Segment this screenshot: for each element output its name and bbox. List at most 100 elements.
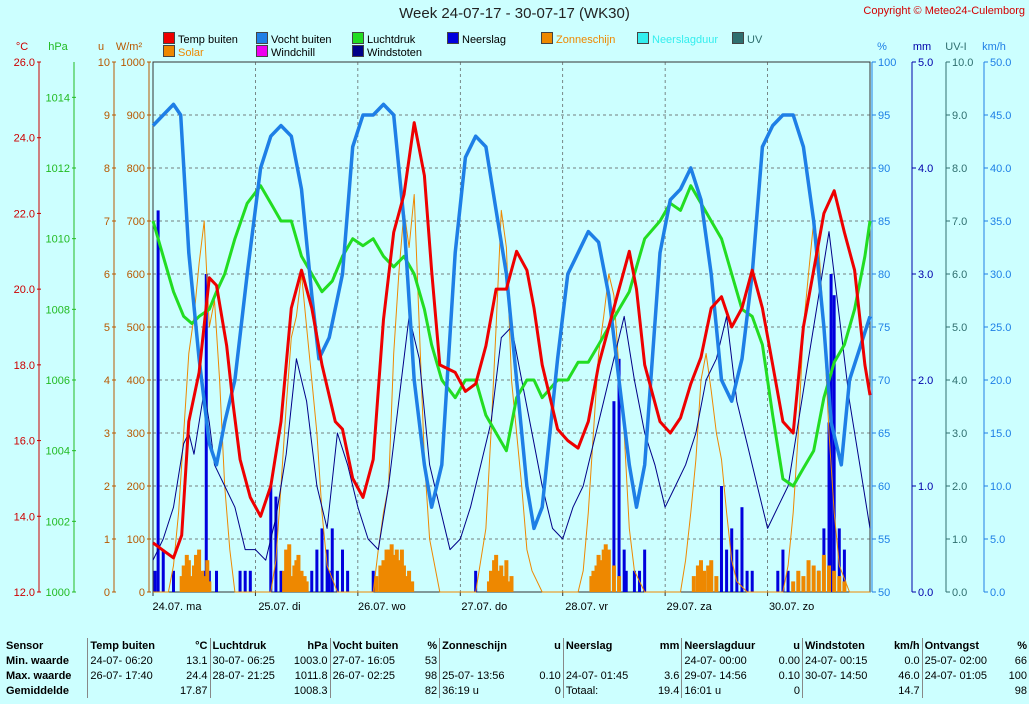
stats-cell: [209, 683, 288, 698]
legend-item: UV: [732, 32, 762, 47]
tick-label-uv: 1.0: [952, 534, 967, 546]
stats-value: 13.1: [186, 654, 208, 667]
bar-zonneschijn: [501, 576, 506, 592]
stats-cell: 24-07- 06:20: [87, 653, 178, 668]
tick-label-uv: 0.0: [952, 587, 967, 599]
stats-value: 66: [1014, 654, 1027, 667]
bar-zonneschijn: [599, 560, 604, 592]
tick-label-wind: 40.0: [990, 163, 1011, 175]
bar-zonneschijn: [410, 581, 415, 592]
bar-neerslag: [781, 549, 785, 592]
bar-zonneschijn: [486, 581, 491, 592]
bar-zonneschijn: [302, 576, 307, 592]
legend-swatch: [352, 45, 364, 57]
legend-label: Windstoten: [367, 47, 423, 59]
stats-cell: 25-07- 02:00: [921, 653, 1000, 668]
tick-label-pct: 90: [878, 163, 890, 175]
stats-value: 0.00: [778, 654, 801, 667]
bar-neerslag: [330, 528, 334, 592]
bar-zonneschijn: [596, 554, 601, 592]
bar-zonneschijn: [202, 576, 207, 592]
legend-label: Luchtdruk: [367, 34, 416, 46]
stats-unit: u: [793, 639, 801, 652]
bar-zonneschijn: [492, 560, 497, 592]
tick-label-solar: 900: [127, 110, 145, 122]
tick-label-wind: 50.0: [990, 57, 1011, 69]
stats-unit: °C: [195, 639, 208, 652]
stats-row: Min. waarde 24-07- 06:20 13.1 30-07- 06:25 1…: [4, 653, 1029, 668]
chart-title: Week 24-07-17 - 30-07-17 (WK30): [399, 5, 630, 22]
stats-cell: 24-07- 01:45: [562, 668, 650, 683]
legend-label: Vocht buiten: [271, 34, 332, 46]
tick-label-pct: 55: [878, 534, 890, 546]
bar-zonneschijn: [821, 554, 826, 592]
tick-label-solar: 0: [139, 587, 145, 599]
tick-label-press: 1010: [46, 234, 70, 246]
tick-label-hours: 0: [104, 587, 110, 599]
stats-cell: [439, 653, 527, 668]
legend-item: Temp buiten: [163, 32, 238, 47]
bar-zonneschijn: [611, 565, 616, 592]
legend-label: Solar: [178, 47, 204, 59]
tick-label-temp: 20.0: [14, 284, 35, 296]
bar-zonneschijn: [381, 560, 386, 592]
stats-unit: km/h: [893, 639, 920, 652]
bar-neerslag: [735, 549, 739, 592]
tick-label-pct: 100: [878, 57, 896, 69]
tick-label-wind: 30.0: [990, 269, 1011, 281]
stats-cell: [87, 683, 178, 698]
bar-zonneschijn: [296, 554, 301, 592]
bar-zonneschijn: [617, 576, 622, 592]
stats-cell: 27-07- 16:05: [329, 653, 412, 668]
legend-label: UV: [747, 34, 763, 46]
tick-label-wind: 20.0: [990, 375, 1011, 387]
tick-label-solar: 700: [127, 216, 145, 228]
tick-label-press: 1004: [46, 446, 70, 458]
stats-header: Ontvangst: [921, 638, 1000, 653]
bar-neerslag: [327, 570, 331, 592]
bar-zonneschijn: [698, 560, 703, 592]
tick-label-temp: 26.0: [14, 57, 35, 69]
tick-label-mm: 2.0: [918, 375, 933, 387]
tick-label-temp: 14.0: [14, 511, 35, 523]
tick-label-wind: 15.0: [990, 428, 1011, 440]
stats-value: 53: [424, 654, 438, 667]
legend-swatch: [541, 32, 553, 44]
tick-label-press: 1014: [46, 92, 70, 104]
stats-value: 46.0: [898, 669, 920, 682]
bar-zonneschijn: [282, 570, 287, 592]
stats-unit: hPa: [307, 639, 328, 652]
tick-label-hours: 9: [104, 110, 110, 122]
bar-zonneschijn: [706, 565, 711, 592]
tick-label-temp: 22.0: [14, 208, 35, 220]
bar-zonneschijn: [389, 544, 394, 592]
legend-item: Solar: [163, 45, 204, 60]
legend-swatch: [447, 32, 459, 44]
stats-value: 0: [793, 684, 801, 697]
bar-neerslag: [842, 549, 846, 592]
bar-zonneschijn: [837, 576, 842, 592]
stats-cell: 29-07- 14:56: [681, 668, 766, 683]
tick-label-temp: 12.0: [14, 587, 35, 599]
bar-zonneschijn: [842, 581, 847, 592]
bar-zonneschijn: [603, 544, 608, 592]
bar-neerslag: [624, 570, 628, 592]
series-vocht-buiten: [151, 102, 872, 531]
tick-label-solar: 400: [127, 375, 145, 387]
x-tick-label: 25.07. di: [258, 601, 300, 613]
tick-label-hours: 5: [104, 322, 110, 334]
bar-neerslag: [832, 295, 836, 592]
tick-label-pct: 70: [878, 375, 890, 387]
tick-label-hours: 4: [104, 375, 110, 387]
stats-unit: %: [1017, 639, 1027, 652]
bar-neerslag: [474, 570, 478, 592]
series-luchtdruk: [151, 184, 872, 488]
stats-cell: 26-07- 02:25: [329, 668, 412, 683]
stats-header: Luchtdruk: [209, 638, 288, 653]
stats-unit: u: [554, 639, 561, 652]
tick-label-temp: 16.0: [14, 436, 35, 448]
tick-label-wind: 25.0: [990, 322, 1011, 334]
legend-item: Luchtdruk: [352, 32, 415, 47]
bar-neerslag: [243, 570, 247, 592]
bar-zonneschijn: [796, 570, 801, 592]
